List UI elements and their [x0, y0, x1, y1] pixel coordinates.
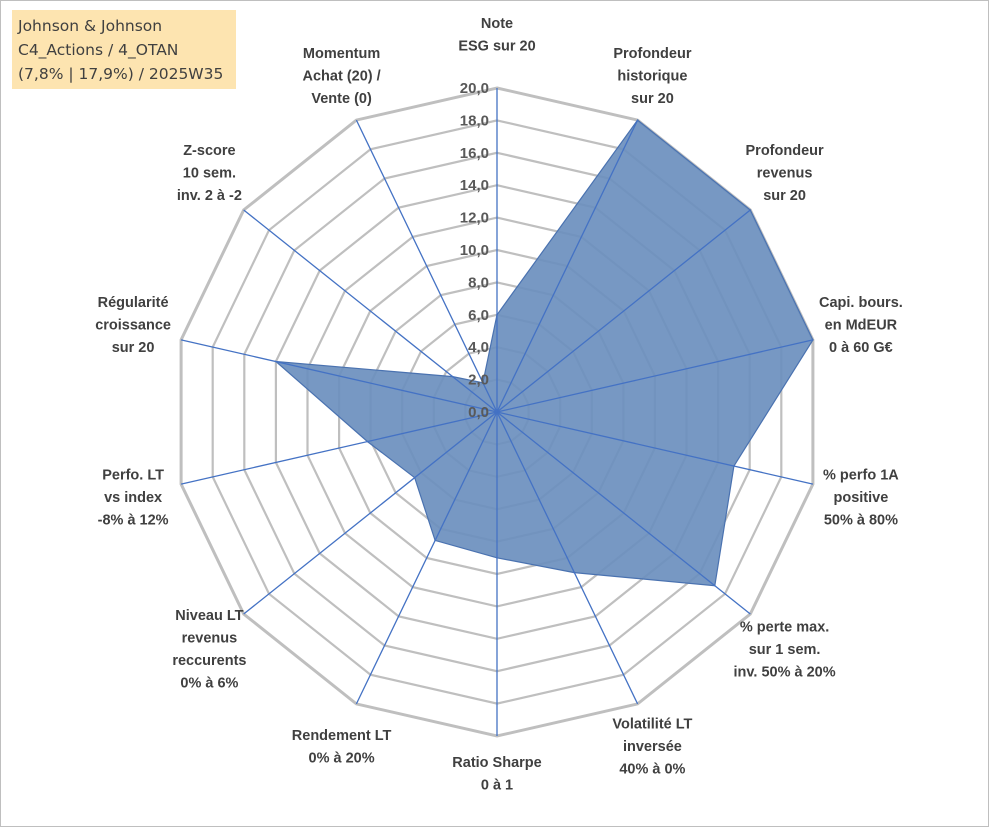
axis-label-11: Régularité croissance sur 20: [95, 295, 171, 356]
tick-label: 4,0: [468, 339, 489, 356]
axis-label-7: Ratio Sharpe 0 à 1: [452, 755, 541, 794]
axis-label-line: Profondeur: [746, 143, 824, 159]
axis-label-line: Rendement LT: [292, 728, 392, 744]
axis-label-line: sur 20: [112, 340, 155, 356]
axis-label-line: positive: [834, 490, 889, 506]
axis-label-line: sur 20: [631, 91, 674, 107]
axis-label-line: Ratio Sharpe: [452, 755, 541, 771]
axis-label-line: 50% à 80%: [824, 512, 898, 528]
axis-label-line: -8% à 12%: [98, 512, 169, 528]
stock-name: Johnson & Johnson: [18, 17, 163, 35]
axis-label-line: ESG sur 20: [458, 39, 535, 55]
axis-label-line: reccurents: [172, 653, 246, 669]
weights-and-week: (7,8% | 17,9%) / 2025W35: [18, 65, 224, 83]
axis-label-4: % perfo 1A positive 50% à 80%: [823, 467, 899, 528]
axis-label-line: inv. 2 à -2: [177, 188, 242, 204]
axis-spoke: [180, 339, 498, 413]
axis-label-0: Note ESG sur 20: [458, 16, 535, 55]
stock-info-box: Johnson & Johnson C4_Actions / 4_OTAN (7…: [12, 10, 236, 89]
axis-label-line: revenus: [182, 631, 238, 647]
axis-spoke: [496, 411, 751, 615]
axis-label-line: Volatilité LT: [612, 717, 692, 733]
axis-label-1: Profondeur historique sur 20: [613, 46, 691, 107]
radar-series: [274, 119, 814, 587]
axis-label-line: % perfo 1A: [823, 467, 899, 483]
series-area: [274, 119, 814, 587]
tick-label: 8,0: [468, 274, 489, 291]
axis-label-line: Z-score: [183, 143, 235, 159]
tick-label: 10,0: [460, 242, 489, 259]
axis-spoke: [243, 411, 498, 615]
portfolio-category: C4_Actions / 4_OTAN: [18, 41, 179, 59]
axis-label-line: en MdEUR: [825, 318, 898, 334]
axis-label-line: % perte max.: [740, 619, 829, 635]
axis-spoke: [243, 209, 498, 413]
axis-spoke: [496, 411, 639, 705]
axis-spoke: [355, 411, 498, 705]
axis-label-12: Z-score 10 sem. inv. 2 à -2: [177, 143, 242, 204]
tick-label: 20,0: [460, 80, 489, 97]
axis-label-10: Perfo. LT vs index -8% à 12%: [98, 467, 169, 528]
tick-label: 0,0: [468, 404, 489, 421]
axis-label-line: Note: [481, 16, 513, 32]
axis-label-line: 0% à 6%: [180, 676, 238, 692]
axis-label-line: Capi. bours.: [819, 295, 903, 311]
axis-label-3: Capi. bours. en MdEUR 0 à 60 G€: [819, 295, 903, 356]
axis-label-line: 0% à 20%: [309, 750, 375, 766]
axis-label-line: Vente (0): [311, 91, 372, 107]
axis-label-5: % perte max. sur 1 sem. inv. 50% à 20%: [734, 619, 836, 680]
tick-label: 14,0: [460, 177, 489, 194]
tick-label: 16,0: [460, 145, 489, 162]
axis-label-line: 0 à 1: [481, 778, 513, 794]
axis-label-13: Momentum Achat (20) / Vente (0): [303, 46, 381, 107]
axis-label-line: Profondeur: [613, 46, 691, 62]
axis-label-6: Volatilité LT inversée 40% à 0%: [612, 717, 692, 778]
axis-spoke: [496, 411, 814, 485]
axis-label-line: 0 à 60 G€: [829, 340, 893, 356]
axis-label-line: Momentum: [303, 46, 380, 62]
axis-spoke: [496, 339, 814, 413]
axis-label-8: Rendement LT 0% à 20%: [292, 728, 392, 767]
axis-spoke: [355, 119, 498, 413]
axis-label-line: croissance: [95, 318, 171, 334]
axis-spoke: [496, 119, 639, 413]
radar-spokes: [180, 88, 814, 736]
axis-label-line: Régularité: [98, 295, 169, 311]
axis-label-line: revenus: [757, 166, 813, 182]
axis-spoke: [180, 411, 498, 485]
tick-label: 18,0: [460, 112, 489, 129]
axis-label-line: inv. 50% à 20%: [734, 664, 836, 680]
tick-label: 2,0: [468, 372, 489, 389]
axis-label-line: sur 20: [763, 188, 806, 204]
axis-label-9: Niveau LT revenus reccurents 0% à 6%: [172, 608, 246, 692]
axis-label-line: historique: [617, 69, 687, 85]
axis-label-line: 10 sem.: [183, 166, 236, 182]
axis-label-line: Niveau LT: [175, 608, 243, 624]
axis-label-line: 40% à 0%: [619, 762, 685, 778]
axis-spoke: [496, 209, 751, 413]
axis-label-line: vs index: [104, 490, 162, 506]
axis-label-line: Perfo. LT: [102, 467, 164, 483]
axis-label-line: inversée: [623, 739, 682, 755]
axis-label-line: Achat (20) /: [303, 69, 381, 85]
radar-axis-labels: Note ESG sur 20 Profondeur historique sur 20…: [95, 16, 903, 794]
tick-label: 12,0: [460, 210, 489, 227]
axis-label-2: Profondeur revenus sur 20: [746, 143, 824, 204]
tick-label: 6,0: [468, 307, 489, 324]
radar-tick-labels: 0,0 2,0 4,0 6,0 8,0 10,0 12,0 14,0 16,0 18,0 20,0: [460, 80, 489, 421]
axis-label-line: sur 1 sem.: [749, 642, 821, 658]
